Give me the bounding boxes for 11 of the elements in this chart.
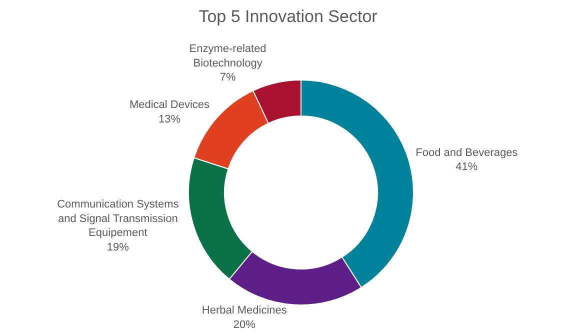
data-label: 20%: [233, 319, 256, 332]
slice-label: Medical Devices: [129, 99, 210, 112]
chart-title: Top 5 Innovation Sector: [198, 6, 378, 26]
slice-label: Communication Systems and Signal Transmission Equipement: [57, 198, 180, 240]
data-label: 19%: [106, 241, 130, 254]
slice-label: Food and Beverages: [416, 146, 518, 159]
data-label: 7%: [220, 72, 236, 84]
slice-label: Enzyme-related Biotechnology: [189, 43, 266, 70]
data-label: 13%: [158, 114, 181, 126]
data-label: 41%: [456, 161, 478, 174]
slice-label: Herbal Medicines: [202, 304, 288, 317]
